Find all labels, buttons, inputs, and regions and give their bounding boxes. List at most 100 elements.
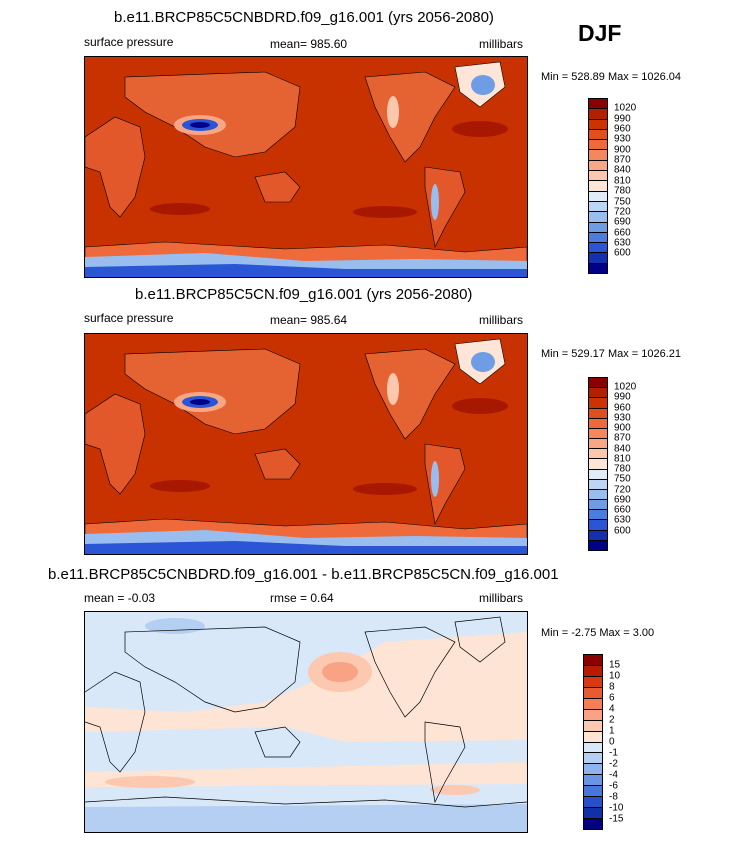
colorbar-tick-label: -6 — [609, 780, 618, 792]
colorbar-tick-label: 870 — [614, 154, 631, 166]
colorbar-tick-label: -10 — [609, 802, 624, 814]
colorbar-tick-label: 930 — [614, 412, 631, 424]
panel-2-mean-label: mean= 985.64 — [270, 313, 348, 327]
colorbar-tick-label: 1020 — [614, 102, 637, 114]
colorbar-segment — [584, 753, 602, 765]
colorbar-segment — [584, 655, 602, 666]
colorbar-tick-label: 630 — [614, 514, 631, 526]
colorbar-segment — [589, 140, 607, 151]
panel-2-landmass-asia — [124, 348, 301, 435]
colorbar-tick-label: 6 — [609, 692, 615, 704]
colorbar-tick-label: 660 — [614, 227, 631, 239]
colorbar-tick-label: 8 — [609, 681, 615, 693]
colorbar-segment — [584, 665, 602, 677]
colorbar-segment — [589, 232, 607, 244]
panel-1-mean-label: mean= 985.60 — [270, 37, 348, 51]
panel-2-map-plot — [85, 334, 527, 554]
colorbar-segment — [584, 709, 602, 721]
colorbar-segment — [584, 786, 602, 798]
colorbar-tick-label: 1020 — [614, 381, 637, 393]
panel-2-min-max: Min = 529.17 Max = 1026.21 — [541, 348, 682, 360]
panel-1-variable-label: surface pressure — [84, 35, 174, 49]
colorbar-tick-label: 780 — [614, 463, 631, 475]
panel-3-outline-australia — [254, 726, 301, 758]
colorbar-tick-label: 10 — [609, 670, 621, 682]
panel-1-landmass-africa — [85, 116, 146, 218]
colorbar-segment — [584, 742, 602, 754]
colorbar-tick-label: 4 — [609, 703, 615, 715]
colorbar-tick-label: 870 — [614, 432, 631, 444]
panel-1-units-label: millibars — [479, 37, 524, 51]
panel-2-colorbar — [588, 377, 608, 551]
colorbar-tick-label: 900 — [614, 422, 631, 434]
panel-2-title: b.e11.BRCP85C5CN.f09_g16.001 (yrs 2056-2… — [135, 286, 473, 303]
colorbar-segment — [589, 428, 607, 440]
panel-1-map-plot — [85, 57, 527, 277]
colorbar-segment — [589, 418, 607, 429]
colorbar-segment — [589, 129, 607, 141]
colorbar-segment — [589, 540, 607, 550]
colorbar-segment — [589, 150, 607, 161]
colorbar-tick-label: -1 — [609, 747, 618, 759]
colorbar-segment — [584, 775, 602, 787]
colorbar-tick-label: 810 — [614, 453, 631, 465]
colorbar-tick-label: 630 — [614, 237, 631, 249]
colorbar-tick-label: -4 — [609, 769, 618, 781]
colorbar-segment — [589, 99, 607, 110]
panel-3-colorbar — [583, 654, 603, 830]
colorbar-tick-label: 600 — [614, 247, 631, 259]
panel-1-colorbar — [588, 98, 608, 274]
colorbar-segment — [589, 520, 607, 531]
panel-3-outline-asia — [124, 626, 301, 713]
colorbar-segment — [584, 731, 602, 743]
colorbar-segment — [589, 119, 607, 130]
colorbar-segment — [589, 439, 607, 450]
colorbar-tick-label: 900 — [614, 144, 631, 156]
panel-1-map — [84, 56, 528, 278]
colorbar-tick-label: 600 — [614, 525, 631, 537]
panel-3-outline-antarctica — [85, 796, 527, 808]
panel-3-outline-south-america — [424, 721, 466, 804]
colorbar-segment — [589, 469, 607, 480]
colorbar-tick-label: -15 — [609, 813, 624, 825]
colorbar-segment — [589, 191, 607, 202]
colorbar-segment — [589, 212, 607, 223]
season-label: DJF — [578, 20, 622, 46]
colorbar-tick-label: 2 — [609, 714, 615, 726]
colorbar-segment — [589, 181, 607, 192]
colorbar-tick-label: 930 — [614, 133, 631, 145]
colorbar-segment — [589, 459, 607, 470]
colorbar-tick-label: -8 — [609, 791, 618, 803]
panel-3-map-plot — [85, 612, 527, 832]
panel-3-units-label: millibars — [479, 591, 524, 605]
panel-2-map — [84, 333, 528, 555]
colorbar-tick-label: 660 — [614, 504, 631, 516]
colorbar-tick-label: 750 — [614, 196, 631, 208]
colorbar-segment — [584, 720, 602, 732]
panel-3-min-max: Min = -2.75 Max = 3.00 — [541, 627, 655, 639]
panel-3-outline-greenland — [454, 616, 506, 663]
colorbar-tick-label: 990 — [614, 113, 631, 125]
colorbar-segment — [589, 222, 607, 233]
colorbar-segment — [584, 819, 602, 829]
colorbar-tick-label: 840 — [614, 443, 631, 455]
colorbar-segment — [584, 797, 602, 809]
colorbar-segment — [584, 764, 602, 776]
panel-1-min-max: Min = 528.89 Max = 1026.04 — [541, 71, 682, 83]
colorbar-tick-label: 690 — [614, 494, 631, 506]
colorbar-segment — [589, 243, 607, 254]
panel-3-title: b.e11.BRCP85C5CNBDRD.f09_g16.001 - b.e11… — [48, 566, 559, 583]
colorbar-segment — [589, 510, 607, 521]
colorbar-segment — [589, 263, 607, 274]
colorbar-segment — [584, 687, 602, 699]
colorbar-tick-label: 15 — [609, 659, 621, 671]
colorbar-tick-label: 840 — [614, 164, 631, 176]
panel-3-outline-north-america — [364, 626, 456, 718]
panel-1-title: b.e11.BRCP85C5CNBDRD.f09_g16.001 (yrs 20… — [114, 9, 494, 26]
colorbar-segment — [584, 676, 602, 688]
colorbar-segment — [589, 530, 607, 541]
panel-2-units-label: millibars — [479, 313, 524, 327]
colorbar-segment — [589, 378, 607, 389]
panel-3-map — [84, 611, 528, 833]
panel-1-landmass-asia — [124, 71, 301, 158]
